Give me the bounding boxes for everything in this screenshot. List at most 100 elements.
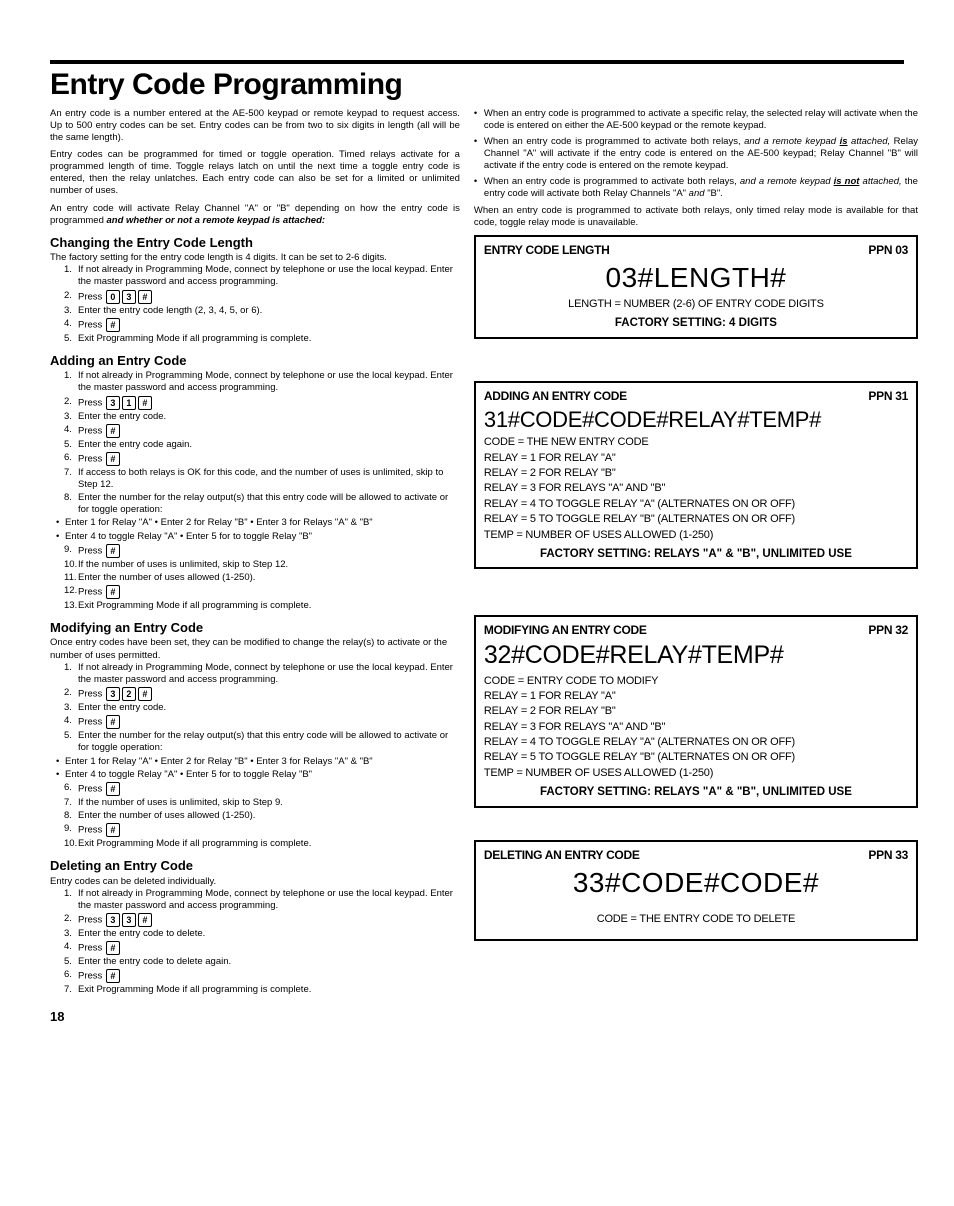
modifying-step-3: Enter the entry code.	[64, 702, 460, 714]
modifying-step-10: Exit Programming Mode if all programming…	[64, 838, 460, 850]
modifying-step-5: Enter the number for the relay output(s)…	[64, 730, 460, 754]
refbox-adding-l3: RELAY = 3 FOR RELAYS "A" AND "B"	[484, 481, 908, 496]
rb2-it: and a remote keypad	[744, 136, 839, 147]
key-hash: #	[106, 969, 120, 983]
adding-step-13: Exit Programming Mode if all programming…	[64, 600, 460, 612]
rb3-bold: is not	[834, 176, 860, 187]
modifying-step-1: If not already in Programming Mode, conn…	[64, 662, 460, 686]
key-hash: #	[106, 782, 120, 796]
refbox-modifying-formula: 32#CODE#RELAY#TEMP#	[484, 640, 908, 673]
key-hash: #	[106, 823, 120, 837]
refbox-length: ENTRY CODE LENGTH PPN 03 03#LENGTH# LENG…	[474, 235, 918, 339]
modifying-sub-bullet-1: Enter 1 for Relay "A" • Enter 2 for Rela…	[50, 756, 460, 768]
adding-step-5: Enter the entry code again.	[64, 439, 460, 451]
deleting-step-4: Press #	[64, 941, 460, 955]
adding-steps: If not already in Programming Mode, conn…	[50, 370, 460, 516]
refbox-adding-head: ADDING AN ENTRY CODE PPN 31	[484, 389, 908, 406]
refbox-length-factory: FACTORY SETTING: 4 DIGITS	[484, 316, 908, 330]
key-2: 2	[122, 687, 136, 701]
modifying-step-2: Press 32#	[64, 687, 460, 701]
refbox-deleting: DELETING AN ENTRY CODE PPN 33 33#CODE#CO…	[474, 840, 918, 941]
deleting-heading: Deleting an Entry Code	[50, 858, 460, 874]
modifying-step-7: If the number of uses is unlimited, skip…	[64, 797, 460, 809]
key-3: 3	[106, 913, 120, 927]
key-3: 3	[106, 687, 120, 701]
adding-step-9-text: Press	[78, 545, 105, 556]
adding-step-4: Press #	[64, 424, 460, 438]
key-3: 3	[122, 290, 136, 304]
changing-step-3: Enter the entry code length (2, 3, 4, 5,…	[64, 305, 460, 317]
changing-steps: If not already in Programming Mode, conn…	[50, 264, 460, 345]
modifying-step-8: Enter the number of uses allowed (1-250)…	[64, 810, 460, 822]
key-1: 1	[122, 396, 136, 410]
rb3-it2: attached,	[859, 176, 901, 187]
adding-step-8: Enter the number for the relay output(s)…	[64, 492, 460, 516]
modifying-sub: Once entry codes have been set, they can…	[50, 637, 460, 661]
key-hash: #	[106, 544, 120, 558]
refbox-adding-l6: TEMP = NUMBER OF USES ALLOWED (1-250)	[484, 528, 908, 543]
deleting-sub: Entry codes can be deleted individually.	[50, 876, 460, 888]
deleting-step-5: Enter the entry code to delete again.	[64, 956, 460, 968]
modifying-step-9: Press #	[64, 823, 460, 837]
adding-steps-2: Press # If the number of uses is unlimit…	[50, 544, 460, 612]
adding-heading: Adding an Entry Code	[50, 353, 460, 369]
refbox-modifying-l3: RELAY = 3 FOR RELAYS "A" AND "B"	[484, 720, 908, 735]
modifying-step-6: Press #	[64, 782, 460, 796]
refbox-length-line: LENGTH = NUMBER (2-6) OF ENTRY CODE DIGI…	[484, 297, 908, 312]
right-para: When an entry code is programmed to acti…	[474, 205, 918, 229]
adding-step-12-text: Press	[78, 587, 105, 598]
key-hash: #	[106, 318, 120, 332]
rb2-pre: When an entry code is programmed to acti…	[484, 136, 744, 147]
changing-step-5: Exit Programming Mode if all programming…	[64, 333, 460, 345]
changing-heading: Changing the Entry Code Length	[50, 235, 460, 251]
deleting-steps: If not already in Programming Mode, conn…	[50, 888, 460, 997]
adding-step-4-text: Press	[78, 425, 105, 436]
intro-columns: An entry code is a number entered at the…	[50, 108, 904, 1025]
adding-step-9: Press #	[64, 544, 460, 558]
key-hash: #	[138, 913, 152, 927]
right-bullet-1: When an entry code is programmed to acti…	[474, 108, 918, 132]
intro-p1: An entry code is a number entered at the…	[50, 108, 460, 144]
adding-sub-bullet-1: Enter 1 for Relay "A" • Enter 2 for Rela…	[50, 517, 460, 529]
modifying-steps: If not already in Programming Mode, conn…	[50, 662, 460, 755]
refbox-adding: ADDING AN ENTRY CODE PPN 31 31#CODE#CODE…	[474, 381, 918, 570]
rb3-tail: "B".	[707, 188, 723, 199]
adding-step-7: If access to both relays is OK for this …	[64, 467, 460, 491]
modifying-steps-2: Press # If the number of uses is unlimit…	[50, 782, 460, 850]
refbox-adding-l5: RELAY = 5 TO TOGGLE RELAY "B" (ALTERNATE…	[484, 512, 908, 527]
refbox-adding-formula: 31#CODE#CODE#RELAY#TEMP#	[484, 406, 908, 436]
intro-p3-italic: and whether or not a remote keypad is at…	[104, 215, 325, 226]
deleting-step-7: Exit Programming Mode if all programming…	[64, 984, 460, 996]
refbox-adding-l1: RELAY = 1 FOR RELAY "A"	[484, 451, 908, 466]
refbox-modifying: MODIFYING AN ENTRY CODE PPN 32 32#CODE#R…	[474, 615, 918, 807]
key-hash: #	[106, 715, 120, 729]
refbox-length-head: ENTRY CODE LENGTH PPN 03	[484, 243, 908, 260]
adding-step-1: If not already in Programming Mode, conn…	[64, 370, 460, 394]
changing-step-2: Press 03#	[64, 290, 460, 304]
intro-p2: Entry codes can be programmed for timed …	[50, 149, 460, 198]
key-hash: #	[106, 424, 120, 438]
refbox-deleting-formula: 33#CODE#CODE#	[484, 865, 908, 902]
refbox-adding-l0: CODE = THE NEW ENTRY CODE	[484, 435, 908, 450]
refbox-adding-ppn: PPN 31	[868, 389, 908, 404]
refbox-modifying-l4: RELAY = 4 TO TOGGLE RELAY "A" (ALTERNATE…	[484, 735, 908, 750]
changing-step-2-text: Press	[78, 291, 105, 302]
changing-sub: The factory setting for the entry code l…	[50, 252, 460, 264]
changing-step-4-text: Press	[78, 319, 105, 330]
changing-step-1: If not already in Programming Mode, conn…	[64, 264, 460, 288]
refbox-modifying-l5: RELAY = 5 TO TOGGLE RELAY "B" (ALTERNATE…	[484, 750, 908, 765]
modifying-step-6-text: Press	[78, 783, 105, 794]
key-hash: #	[138, 687, 152, 701]
refbox-deleting-head: DELETING AN ENTRY CODE PPN 33	[484, 848, 908, 865]
key-hash: #	[106, 941, 120, 955]
modifying-step-9-text: Press	[78, 825, 105, 836]
refbox-length-ppn: PPN 03	[868, 243, 908, 258]
key-hash: #	[106, 585, 120, 599]
key-hash: #	[106, 452, 120, 466]
key-hash: #	[138, 396, 152, 410]
refbox-adding-title: ADDING AN ENTRY CODE	[484, 389, 627, 404]
adding-step-11: Enter the number of uses allowed (1-250)…	[64, 572, 460, 584]
refbox-length-formula: 03#LENGTH#	[484, 260, 908, 297]
deleting-step-6: Press #	[64, 969, 460, 983]
modifying-sub-bullet-2: Enter 4 to toggle Relay "A" • Enter 5 fo…	[50, 769, 460, 781]
